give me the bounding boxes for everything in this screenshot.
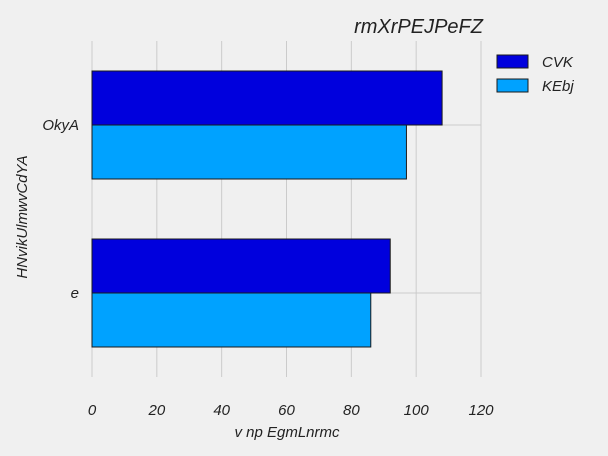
x-axis-label: v np EgmLnrmc <box>234 424 340 441</box>
y-tick-label: e <box>71 285 79 302</box>
chart-title: rmXrPEJPeFZ <box>354 16 484 38</box>
x-tick-label: 100 <box>404 402 430 419</box>
bar-kebj-e <box>91 292 372 348</box>
bar-cvk-e <box>91 238 391 294</box>
legend-label: KEbj <box>542 78 574 95</box>
x-tick-label: 20 <box>147 402 165 419</box>
x-tick-label: 0 <box>88 402 97 419</box>
legend-swatch <box>496 78 529 93</box>
legend: CVK KEbj <box>496 54 574 95</box>
x-tick-label: 120 <box>468 402 494 419</box>
x-tick-label: 40 <box>213 402 230 419</box>
x-tick-label: 60 <box>278 402 295 419</box>
legend-swatch <box>496 54 529 69</box>
tick-labels: 0 20 40 60 80 100 120 OkyA e <box>42 117 494 419</box>
y-tick-label: OkyA <box>42 117 79 134</box>
bars <box>91 70 443 348</box>
x-tick-label: 80 <box>343 402 360 419</box>
legend-label: CVK <box>542 54 574 71</box>
bar-cvk-okya <box>91 70 443 126</box>
y-axis-label: HNvikUlmwvCdYA <box>14 155 31 278</box>
bar-kebj-okya <box>91 124 407 180</box>
